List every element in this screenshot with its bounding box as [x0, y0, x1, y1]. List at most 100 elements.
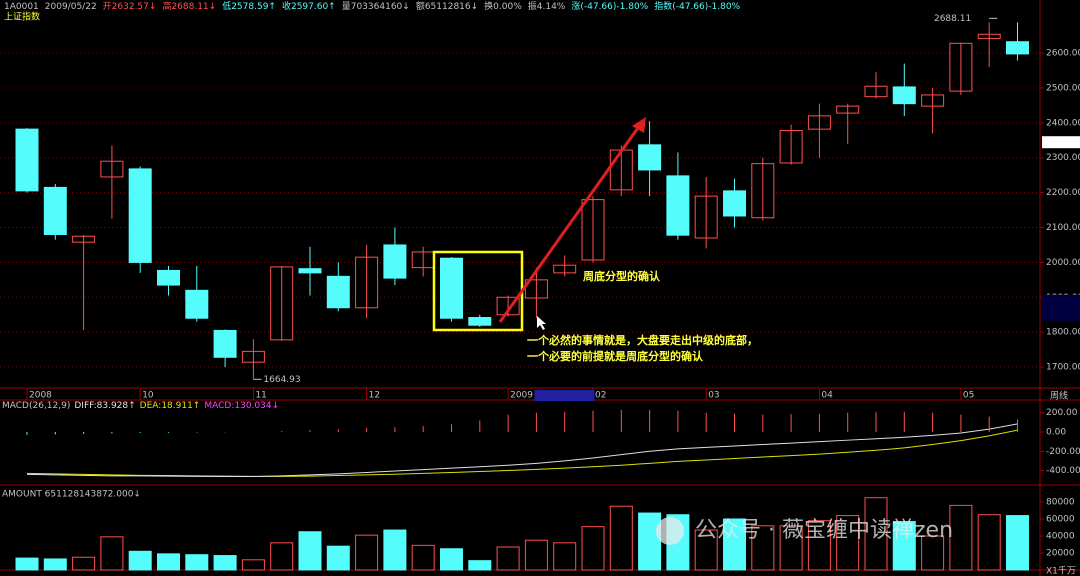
low-label: 1664.93: [263, 375, 300, 385]
volume-bar: [1006, 515, 1029, 571]
volume-bar: [581, 526, 605, 571]
volume-bar: [468, 560, 492, 571]
header-item: 开2632.57↓: [103, 1, 157, 12]
x-tick-label: 2009: [510, 391, 533, 401]
cursor-date-box: [534, 390, 595, 401]
high-label: 2688.11: [934, 14, 971, 24]
legend-entry: MACD:130.034↓: [204, 401, 279, 411]
watermark: 公众号 · 薇宝缠中读禅zen: [695, 518, 953, 543]
header-item: 额65112816↓: [416, 0, 478, 12]
volume-bar: [694, 529, 718, 571]
header-item: 低2578.59↑: [222, 0, 276, 12]
y-tick-label: 0.00: [1046, 427, 1066, 437]
volume-bar: [241, 559, 265, 571]
x-tick-label: 04: [821, 391, 833, 401]
volume-bar: [807, 520, 831, 571]
x-tick-label: 02: [595, 391, 606, 401]
x-tick-label: 11: [255, 391, 266, 401]
volume-bar: [15, 557, 39, 571]
volume-bar: [921, 535, 945, 571]
y-tick-label: 2100.00: [1046, 223, 1080, 233]
volume-bar: [977, 514, 1001, 571]
y-tick-label: 2300.00: [1046, 153, 1080, 163]
volume-bar: [496, 546, 520, 571]
volume-bar: [72, 556, 96, 571]
volume-bar: [440, 548, 463, 571]
volume-bar: [185, 554, 209, 571]
volume-bar: [949, 504, 973, 571]
header-info: 1A0001 2009/05/22 开2632.57↓ 高2688.11↓ 低2578.…: [4, 0, 741, 12]
cursor-icon: [537, 316, 546, 330]
annotation-note: 一个必要的前提就是周底分型的确认: [527, 349, 704, 363]
arrow-head: [632, 117, 646, 133]
volume-bar: [864, 497, 888, 571]
x-tick-label: 2008: [29, 391, 52, 401]
volume-bar: [100, 536, 124, 571]
trend-arrow: [498, 124, 642, 323]
y-tick-label: 40000: [1046, 531, 1075, 541]
y-tick-label: 1800.00: [1046, 328, 1080, 338]
period-label: 周线: [1050, 390, 1068, 402]
y-tick-label: 2600.00: [1046, 49, 1080, 59]
header-item: 高2688.11↓: [162, 0, 216, 12]
legend-entry: DIFF:83.928↑: [74, 401, 135, 411]
volume-bar: [43, 558, 67, 571]
volume-bar: [270, 542, 294, 571]
header-item: 指数(-47.66)-1.80%: [654, 0, 740, 12]
y-tick-label: 80000: [1046, 497, 1075, 507]
volume-bar: [553, 542, 577, 571]
price-line-box: [1042, 294, 1080, 321]
volume-bar: [836, 515, 860, 571]
macd-line: [26, 429, 1018, 477]
y-tick-label: 60000: [1046, 514, 1075, 524]
volume-bar: [157, 553, 180, 571]
annotation: 周底分型的确认: [583, 269, 661, 283]
volume-bar: [326, 545, 350, 571]
header-item: 收2597.60↑: [282, 0, 336, 12]
unit-label: X1千万: [1046, 566, 1076, 576]
volume-bar: [355, 534, 379, 571]
y-tick-label: -400.00: [1046, 466, 1080, 476]
y-tick-label: 200.00: [1046, 408, 1078, 418]
legend-entry: DEA:18.911↑: [140, 401, 201, 411]
header-item: 量703364160↓: [342, 1, 410, 12]
chart-title: 上证指数: [4, 11, 40, 23]
y-tick-label: 2000.00: [1046, 258, 1080, 268]
volume-bar: [723, 518, 746, 571]
volume-bar: [609, 505, 633, 571]
x-tick-label: 05: [963, 391, 974, 401]
header-item: 1A0001: [4, 2, 39, 12]
panel-title: AMOUNT 651128143872.000↓: [2, 490, 141, 500]
volume-bar: [638, 512, 662, 571]
volume-bar: [411, 544, 435, 571]
y-tick-label: 20000: [1046, 548, 1075, 558]
volume-bar: [524, 539, 548, 571]
macd-line: [26, 423, 1018, 478]
volume-bar: [751, 525, 775, 571]
header-item: 振4.14%: [528, 0, 566, 12]
volume-bar: [128, 550, 152, 571]
cursor-price-box: [1042, 136, 1080, 149]
y-tick-label: 1700.00: [1046, 363, 1080, 373]
y-tick-label: 2200.00: [1046, 188, 1080, 198]
panel-title: MACD(26,12,9) DIFF:83.928↑ DEA:18.911↑ MACD…: [2, 401, 279, 411]
x-tick-label: 12: [369, 391, 380, 401]
x-tick-label: 03: [708, 391, 719, 401]
watermark-icon: [656, 517, 684, 545]
volume-bar: [892, 521, 916, 571]
y-tick-label: 2500.00: [1046, 83, 1080, 93]
header-item: 2009/05/22: [45, 2, 97, 12]
header-item: 涨(-47.66)-1.80%: [571, 1, 648, 12]
annotation-note: 一个必然的事情就是，大盘要走出中级的底部，: [527, 333, 758, 347]
header-item: 换0.00%: [484, 0, 522, 12]
macd-title: MACD(26,12,9): [2, 401, 70, 411]
y-tick-label: 2400.00: [1046, 118, 1080, 128]
volume-bar: [779, 525, 803, 571]
volume-bar: [298, 531, 322, 571]
volume-bar: [213, 555, 237, 571]
volume-bar: [383, 529, 407, 571]
x-tick-label: 10: [142, 391, 154, 401]
y-tick-label: -200.00: [1046, 447, 1080, 457]
